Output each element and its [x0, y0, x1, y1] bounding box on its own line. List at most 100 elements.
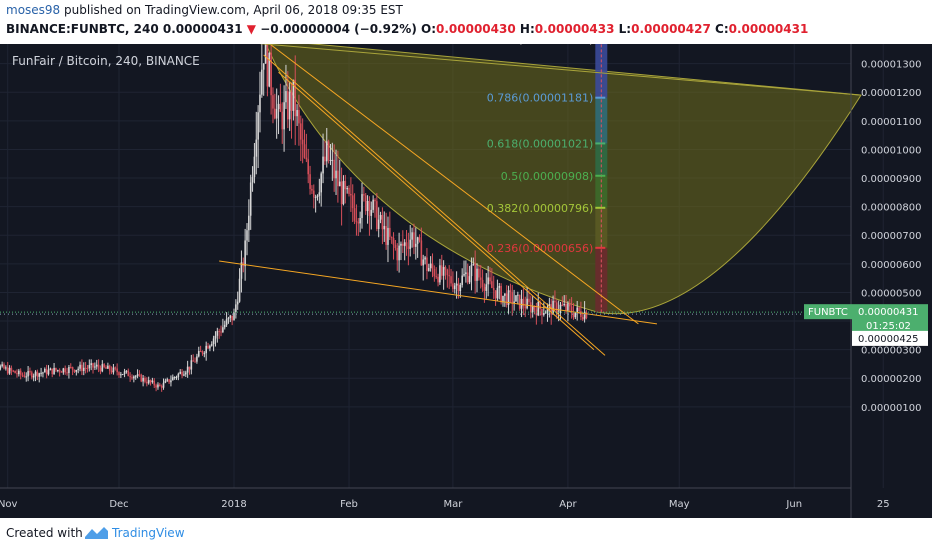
- candle-up: [259, 94, 261, 113]
- candle-down: [324, 156, 326, 162]
- candle-up: [77, 368, 79, 370]
- username-link[interactable]: moses98: [6, 3, 61, 17]
- candle-up: [196, 356, 198, 362]
- candle-down: [479, 277, 482, 280]
- candle-up: [338, 181, 341, 187]
- candle-up: [459, 284, 462, 292]
- candle-up: [515, 295, 517, 302]
- candle-up: [75, 369, 78, 372]
- candle-up: [415, 243, 417, 247]
- candle-up: [513, 301, 515, 304]
- candle-down: [287, 91, 289, 120]
- candle-up: [107, 365, 109, 369]
- candle-down: [381, 214, 384, 230]
- candle-down: [402, 243, 404, 246]
- candle-up: [42, 372, 44, 374]
- x-tick-label: 2018: [221, 499, 246, 510]
- trendlines[interactable]: [219, 44, 862, 356]
- candle-up: [361, 194, 363, 218]
- candle-up: [212, 338, 215, 345]
- candle-down: [23, 375, 26, 378]
- candle-up: [372, 199, 374, 210]
- y-tick-label: 0.00000500: [861, 288, 921, 299]
- candle-up: [120, 374, 122, 376]
- candle-up: [136, 374, 139, 377]
- candle-down: [457, 283, 460, 292]
- candle-down: [524, 306, 527, 309]
- tradingview-brand[interactable]: TradingView: [112, 526, 185, 540]
- candle-down: [108, 365, 111, 371]
- candle-down: [364, 195, 367, 212]
- candle-down: [110, 370, 113, 373]
- candlestick-series[interactable]: [0, 44, 588, 392]
- candle-down: [138, 374, 141, 376]
- candle-up: [463, 273, 465, 276]
- candle-down: [159, 384, 161, 387]
- candle-up: [216, 331, 219, 336]
- candle-down: [350, 193, 352, 196]
- candle-up: [398, 245, 400, 261]
- candle-down: [444, 267, 447, 270]
- candle-down: [60, 371, 63, 373]
- candle-up: [151, 380, 154, 383]
- candle-up: [157, 384, 159, 388]
- candle-up: [292, 79, 295, 111]
- price-chart[interactable]: 1(0.00001385) 0.786(0.00001181) 0.618(0.00…: [0, 44, 932, 518]
- high-value: 0.00000433: [534, 22, 615, 36]
- candle-up: [453, 285, 456, 290]
- candle-down: [188, 366, 191, 370]
- candle-down: [103, 364, 105, 368]
- candle-down: [494, 290, 497, 299]
- candle-up: [68, 367, 70, 374]
- candle-down: [51, 368, 54, 375]
- candle-up: [56, 370, 59, 372]
- candle-up: [318, 192, 321, 196]
- candle-up: [249, 182, 252, 216]
- candle-down: [58, 370, 61, 372]
- candle-up: [316, 195, 319, 198]
- candle-up: [403, 242, 406, 246]
- candle-up: [184, 372, 187, 375]
- candle-down: [389, 227, 391, 237]
- candle-up: [559, 304, 562, 311]
- x-tick-label: 25: [877, 499, 890, 510]
- candle-up: [40, 372, 42, 374]
- candle-up: [544, 312, 547, 314]
- candle-down: [418, 237, 421, 241]
- candle-up: [546, 306, 549, 313]
- y-tick-label: 0.00001300: [861, 60, 921, 71]
- candle-down: [272, 95, 274, 109]
- trendline: [269, 44, 639, 325]
- candle-up: [461, 275, 463, 285]
- fibonacci-retracement[interactable]: 1(0.00001385) 0.786(0.00001181) 0.618(0.00…: [264, 44, 862, 315]
- created-with-text: Created with: [6, 526, 83, 540]
- candle-up: [177, 373, 180, 377]
- candle-down: [220, 331, 222, 333]
- candle-down: [201, 351, 204, 354]
- candle-up: [542, 313, 545, 315]
- y-tick-label: 0.00000900: [861, 174, 921, 185]
- publish-info: moses98 published on TradingView.com, Ap…: [6, 3, 403, 17]
- candle-up: [325, 141, 328, 162]
- candle-up: [88, 365, 91, 369]
- candle-up: [210, 344, 213, 346]
- candle-down: [298, 110, 300, 124]
- candle-down: [294, 79, 297, 117]
- candle-down: [194, 361, 196, 363]
- candle-up: [411, 232, 413, 240]
- candle-up: [261, 69, 263, 95]
- candle-down: [385, 225, 387, 245]
- candle-down: [357, 222, 360, 224]
- candle-down: [45, 368, 48, 375]
- candle-down: [73, 369, 76, 372]
- candle-down: [31, 372, 33, 378]
- candle-down: [281, 111, 284, 130]
- candle-down: [218, 331, 220, 333]
- candle-up: [422, 259, 425, 266]
- x-tick-label: May: [669, 499, 690, 510]
- candle-up: [476, 268, 478, 281]
- candle-down: [127, 370, 130, 377]
- candle-down: [390, 236, 393, 238]
- candle-up: [205, 345, 207, 354]
- candle-up: [95, 364, 98, 367]
